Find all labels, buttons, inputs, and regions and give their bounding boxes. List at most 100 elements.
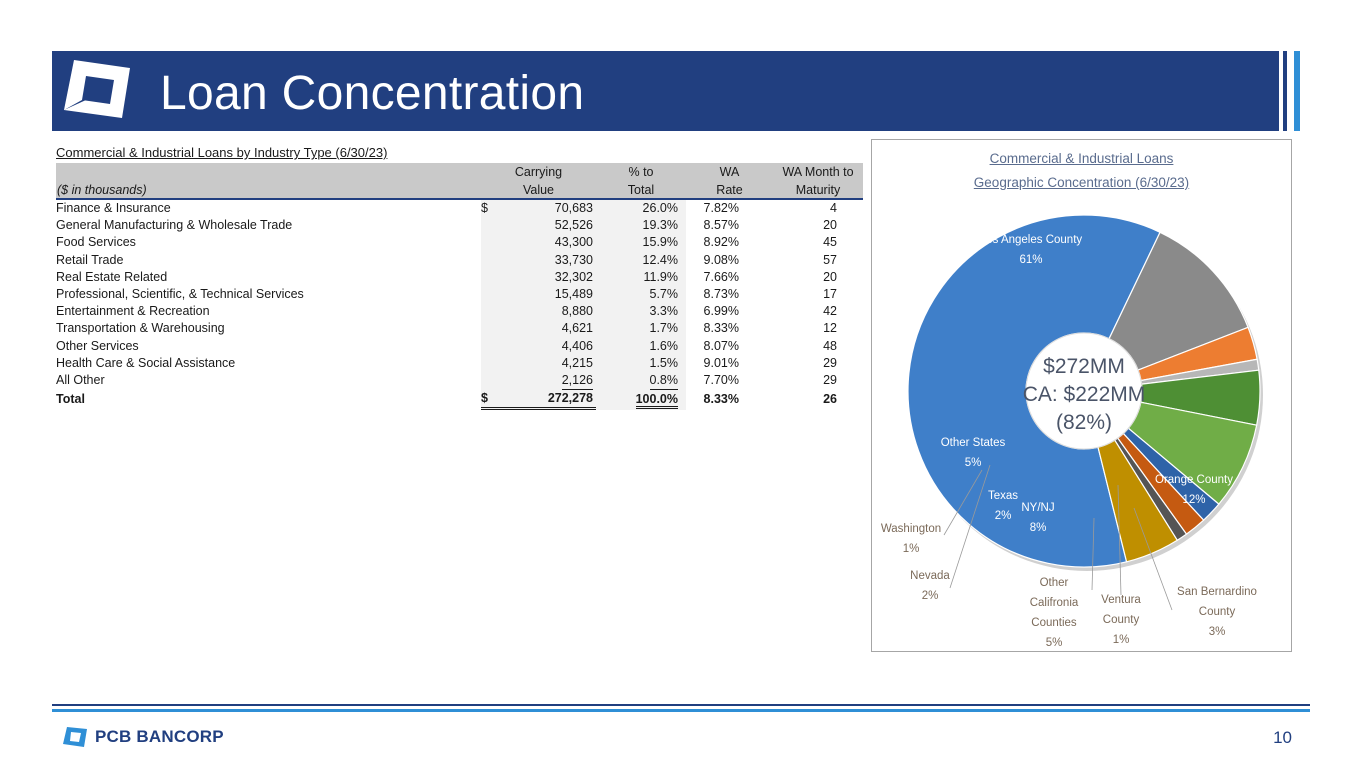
row-pct-cell: 3.3% xyxy=(596,303,686,321)
row-pct-total: 19.3% xyxy=(642,218,678,233)
row-pct-total: 1.6% xyxy=(649,338,679,353)
slice-name-label: Texas xyxy=(988,490,1018,502)
slice-name-label: County xyxy=(1103,614,1140,626)
row-pct-total: 5.7% xyxy=(649,287,679,302)
table-row: Real Estate Related 32,302 11.9% 7.66% 20 xyxy=(56,268,863,286)
row-wa-maturity: 42 xyxy=(823,304,837,319)
currency-symbol: $ xyxy=(481,201,488,216)
row-pct-total: 1.5% xyxy=(649,355,679,370)
footer-rule-blue xyxy=(52,709,1310,712)
center-text-line: $272MM xyxy=(1043,355,1125,378)
row-pct-cell: 26.0% xyxy=(596,199,686,218)
row-carrying-value-cell: 52,526 xyxy=(481,217,596,235)
leader-line xyxy=(1133,507,1173,611)
slice-name-label: San Bernardino xyxy=(1177,586,1257,598)
row-pct-cell: 19.3% xyxy=(596,217,686,235)
header-carrying-line1: Carrying xyxy=(481,163,596,180)
row-label: Real Estate Related xyxy=(56,269,168,284)
total-value-cell: $272,278 xyxy=(481,390,596,410)
slice-percent-label: 12% xyxy=(1182,494,1205,506)
row-wa-rate: 7.70% xyxy=(703,373,739,388)
row-wa-maturity: 12 xyxy=(823,321,837,336)
row-wa-rate: 7.66% xyxy=(703,269,739,284)
row-carrying-value: 2,126 xyxy=(561,372,593,390)
row-wa-rate: 8.07% xyxy=(703,338,739,353)
geographic-chart-panel: Commercial & Industrial Loans Geographic… xyxy=(871,139,1292,652)
row-label: Professional, Scientific, & Technical Se… xyxy=(56,287,304,302)
total-label: Total xyxy=(56,392,85,407)
row-wa-maturity: 29 xyxy=(823,355,837,370)
slice-name-label: Other States xyxy=(941,437,1006,449)
slice-name-label: Califronia xyxy=(1030,597,1079,609)
row-carrying-value-cell: 43,300 xyxy=(481,234,596,252)
row-label: Retail Trade xyxy=(56,252,124,267)
row-wa-maturity: 48 xyxy=(823,338,837,353)
row-pct-cell: 5.7% xyxy=(596,285,686,304)
leader-line xyxy=(1117,484,1122,596)
value-cell: 2,126 xyxy=(481,372,596,390)
header-rate-line2: Rate xyxy=(686,180,773,200)
row-wa-rate: 6.99% xyxy=(703,304,739,319)
row-pct-total: 0.8% xyxy=(649,372,678,390)
row-wa-rate: 9.01% xyxy=(703,355,739,370)
slice-name-label: Los Angeles County xyxy=(980,234,1083,246)
row-wa-maturity: 4 xyxy=(830,201,837,216)
row-carrying-value-cell: 33,730 xyxy=(481,251,596,269)
row-label: All Other xyxy=(56,373,105,388)
row-wa-maturity: 17 xyxy=(823,287,837,302)
row-pct-cell: 0.8% xyxy=(596,371,686,390)
value-cell: 33,730 xyxy=(481,252,596,269)
value-cell: $70,683 xyxy=(481,200,596,217)
slice-percent-label: 1% xyxy=(903,543,920,555)
row-label: Entertainment & Recreation xyxy=(56,304,210,319)
pcb-logo-icon xyxy=(64,60,130,118)
row-wa-maturity: 20 xyxy=(823,269,837,284)
row-carrying-value: 4,215 xyxy=(561,355,593,370)
total-currency-symbol: $ xyxy=(481,390,488,405)
title-banner xyxy=(52,51,1279,131)
row-pct-total: 12.4% xyxy=(642,252,678,267)
row-carrying-value: 70,683 xyxy=(554,201,593,216)
row-carrying-value: 15,489 xyxy=(554,287,593,302)
title-banner-accent-bar-blue xyxy=(1294,51,1300,131)
table-total-row: Total $272,278 100.0% 8.33% 26 xyxy=(56,389,863,410)
value-cell: 4,406 xyxy=(481,338,596,355)
leader-line xyxy=(1091,517,1095,591)
slice-name-label: Ventura xyxy=(1101,594,1141,606)
row-carrying-value-cell: 4,621 xyxy=(481,320,596,338)
slice-name-label: NY/NJ xyxy=(1021,502,1054,514)
row-carrying-value: 32,302 xyxy=(554,269,593,284)
chart-subtitle: Geographic Concentration (6/30/23) xyxy=(973,175,1190,190)
row-carrying-value-cell: 4,406 xyxy=(481,337,596,355)
row-pct-total: 26.0% xyxy=(642,201,678,216)
table-row: Finance & Insurance $70,683 26.0% 7.82% 4 xyxy=(56,199,863,218)
total-pct: 100.0% xyxy=(635,392,678,410)
row-carrying-value-cell: 2,126 xyxy=(481,371,596,390)
slice-name-label: Orange County xyxy=(1155,474,1233,486)
slice-name-label: County xyxy=(1199,606,1236,618)
header-pct-line1: % to xyxy=(596,163,686,180)
row-wa-rate: 9.08% xyxy=(703,252,739,267)
row-label: Finance & Insurance xyxy=(56,201,171,216)
center-text-line: CA: $222MM xyxy=(1023,383,1146,406)
table-caption: Commercial & Industrial Loans by Industr… xyxy=(56,145,388,160)
row-wa-rate: 8.73% xyxy=(703,287,739,302)
row-carrying-value-cell: 4,215 xyxy=(481,354,596,372)
table-row: Food Services 43,300 15.9% 8.92% 45 xyxy=(56,234,863,252)
row-wa-maturity: 57 xyxy=(823,252,837,267)
table-row: Transportation & Warehousing 4,621 1.7% 8.3… xyxy=(56,320,863,338)
row-label: Other Services xyxy=(56,338,139,353)
slice-percent-label: 2% xyxy=(922,590,939,602)
row-carrying-value-cell: $70,683 xyxy=(481,199,596,218)
table-row: Retail Trade 33,730 12.4% 9.08% 57 xyxy=(56,251,863,269)
slice-name-label: Counties xyxy=(1031,617,1077,629)
header-pct-line2: Total xyxy=(596,180,686,200)
row-carrying-value-cell: 15,489 xyxy=(481,285,596,304)
row-carrying-value: 4,406 xyxy=(561,338,593,353)
value-cell: 43,300 xyxy=(481,234,596,251)
value-cell: 15,489 xyxy=(481,286,596,303)
row-carrying-value-cell: 8,880 xyxy=(481,303,596,321)
slice-percent-label: 8% xyxy=(1030,522,1047,534)
row-carrying-value: 4,621 xyxy=(561,321,593,336)
footer-brand: PCB BANCORP xyxy=(95,727,224,746)
